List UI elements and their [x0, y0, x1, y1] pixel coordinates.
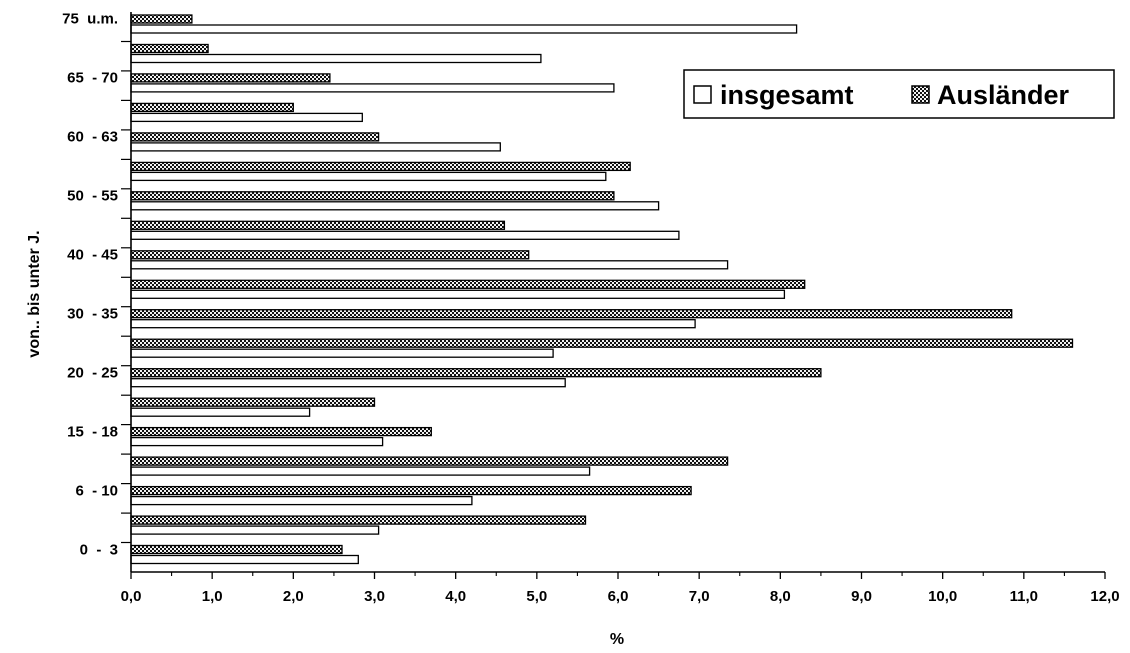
bar-insgesamt-55-60	[130, 171, 607, 182]
y-tick-label: 40 - 45	[67, 247, 118, 264]
y-axis-title: von.. bis unter J.	[26, 230, 43, 357]
y-tick-label: 15 - 18	[67, 423, 118, 440]
bar-insgesamt-50-55	[130, 201, 660, 211]
legend-swatch-insgesamt	[693, 85, 712, 104]
x-tick-label: 1,0	[202, 588, 223, 605]
x-tick-label: 3,0	[364, 588, 385, 605]
labels-group: 0,0 1,0 2,0 3,0 4,0 5,0 6,0 7,0 8,0 9,0 10,0 11,0 12…	[62, 11, 1119, 605]
bar-insgesamt-45-50	[130, 230, 680, 240]
x-tick-label: 8,0	[770, 588, 791, 605]
x-tick-label: 10,0	[928, 588, 957, 605]
bar-auslaender-63-65	[130, 102, 294, 113]
bar-auslaender-3-6	[130, 515, 587, 525]
bar-insgesamt-35-40	[130, 289, 786, 299]
bar-insgesamt-0-3	[130, 554, 359, 565]
bar-auslaender-6-10	[130, 485, 692, 496]
bar-auslaender-18-20	[130, 397, 376, 407]
bar-insgesamt-30-35	[130, 319, 696, 329]
x-tick-label: 6,0	[608, 588, 629, 605]
bar-auslaender-55-60	[130, 161, 631, 172]
bar-insgesamt-18-20	[130, 407, 311, 417]
bar-auslaender-0-3	[130, 544, 343, 555]
bar-insgesamt-60-63	[130, 142, 501, 152]
legend-swatch-auslaender	[911, 85, 930, 104]
x-tick-label: 5,0	[526, 588, 547, 605]
legend-label-insgesamt: insgesamt	[720, 80, 854, 110]
bar-auslaender-50-55	[130, 191, 615, 201]
bar-auslaender-25-30	[130, 338, 1074, 348]
y-tick-label: 60 - 63	[67, 129, 118, 146]
x-tick-label: 2,0	[283, 588, 304, 605]
bar-auslaender-65-70	[130, 73, 331, 83]
x-axis-title: %	[610, 631, 624, 648]
axes-group	[121, 12, 1106, 579]
y-tick-label: 50 - 55	[67, 188, 118, 205]
bars-group	[130, 14, 1074, 565]
bar-auslaender-15-18	[130, 426, 432, 437]
bar-insgesamt-63-65	[130, 112, 363, 123]
bar-insgesamt-40-45	[130, 260, 729, 270]
x-tick-label: 11,0	[1010, 588, 1038, 605]
x-tick-label: 4,0	[445, 588, 466, 605]
x-tick-label: 0,0	[121, 588, 142, 605]
bar-auslaender-75-u-m	[130, 14, 193, 24]
y-tick-label: 20 - 25	[67, 364, 118, 381]
bar-auslaender-60-63	[130, 132, 380, 142]
legend: insgesamt Ausländer	[683, 69, 1115, 119]
bar-insgesamt-15-18	[130, 436, 384, 447]
bar-insgesamt-20-25	[130, 378, 566, 388]
bar-insgesamt-10-15	[130, 466, 591, 476]
bar-insgesamt-3-6	[130, 525, 380, 535]
x-tick-label: 7,0	[689, 588, 710, 605]
legend-label-auslaender: Ausländer	[937, 80, 1070, 110]
bar-auslaender-30-35	[130, 309, 1013, 319]
y-tick-label: 0 - 3	[80, 541, 118, 558]
bar-insgesamt-75-u-m	[130, 24, 798, 34]
bar-auslaender-40-45	[130, 250, 530, 260]
y-tick-label: 6 - 10	[75, 482, 118, 499]
bar-auslaender-70-75	[130, 43, 209, 54]
bar-insgesamt-25-30	[130, 348, 554, 358]
bar-insgesamt-65-70	[130, 83, 615, 93]
y-tick-label: 75 u.m.	[62, 11, 118, 28]
x-tick-label: 12,0	[1090, 588, 1119, 605]
bar-auslaender-20-25	[130, 368, 822, 378]
bar-auslaender-35-40	[130, 279, 806, 289]
x-tick-label: 9,0	[851, 588, 872, 605]
bar-insgesamt-70-75	[130, 53, 542, 64]
bar-auslaender-10-15	[130, 456, 729, 466]
bar-insgesamt-6-10	[130, 495, 473, 506]
y-tick-label: 65 - 70	[67, 70, 118, 87]
y-tick-label: 30 - 35	[67, 306, 118, 323]
bar-auslaender-45-50	[130, 220, 506, 230]
legend-box	[683, 69, 1115, 119]
